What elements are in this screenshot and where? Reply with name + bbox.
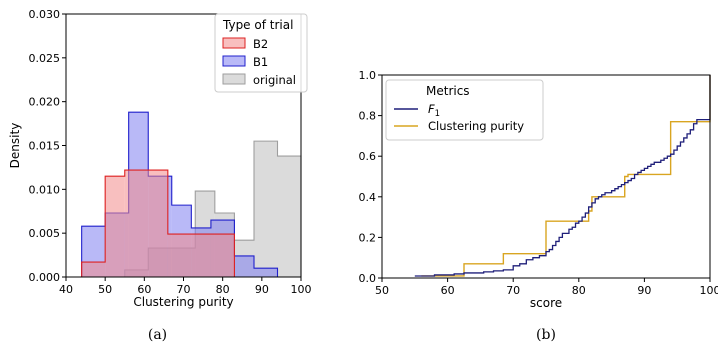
x-tick-label: 100 — [700, 284, 718, 297]
y-tick-label: 1.0 — [359, 69, 377, 82]
x-tick-label: 80 — [216, 283, 230, 296]
x-tick-label: 70 — [177, 283, 191, 296]
histogram-x-ticks: 40 50 60 70 80 90 100 — [59, 277, 312, 296]
x-tick-label: 90 — [255, 283, 269, 296]
ecdf-legend-title: Metrics — [426, 84, 470, 98]
ecdf-line-clustering-purity — [421, 75, 711, 277]
hist-bar-original — [277, 156, 301, 277]
histogram-legend-box — [214, 13, 308, 93]
x-tick-label: 50 — [375, 284, 389, 297]
ecdf-line-f1 — [414, 75, 711, 277]
legend-swatch-original — [222, 73, 246, 85]
legend-label-clustering-purity: Clustering purity — [428, 119, 524, 133]
legend-swatch-b2 — [222, 37, 246, 49]
ecdf-lines — [414, 75, 711, 277]
y-tick-label: 0.025 — [29, 52, 61, 65]
histogram-legend-title: Type of trial — [222, 18, 293, 32]
caption-a: (a) — [148, 327, 167, 343]
x-tick-label: 50 — [98, 283, 112, 296]
hist-bar-original — [254, 141, 278, 277]
legend-swatch-b1 — [222, 55, 246, 67]
x-tick-label: 60 — [137, 283, 151, 296]
x-tick-label: 60 — [441, 284, 455, 297]
legend-label-b1: B1 — [253, 55, 268, 69]
ecdf-axes-frame — [381, 74, 711, 279]
ecdf-y-ticks: 0.0 0.2 0.4 0.6 0.8 1.0 — [359, 69, 382, 285]
y-tick-label: 0.4 — [359, 191, 377, 204]
x-tick-label: 80 — [572, 284, 586, 297]
hist-bar-b2 — [167, 234, 192, 277]
ecdf-legend-box — [385, 79, 544, 141]
y-tick-label: 0.000 — [29, 271, 61, 284]
y-tick-label: 0.005 — [29, 227, 61, 240]
hist-bar-b1 — [234, 255, 254, 277]
y-tick-label: 0.2 — [359, 231, 377, 244]
hist-bar-b2 — [105, 176, 125, 277]
histogram-legend-items: B2 B1 original — [222, 37, 296, 87]
hist-bar-b2 — [81, 262, 106, 277]
y-tick-label: 0.0 — [359, 272, 377, 285]
y-tick-label: 0.010 — [29, 183, 61, 196]
hist-bar-b2 — [148, 170, 168, 277]
histogram-x-axis-label: Clustering purity — [133, 295, 233, 309]
histogram-y-ticks: 0.000 0.005 0.010 0.015 0.020 0.025 0.030 — [29, 8, 66, 284]
legend-label-b2: B2 — [253, 37, 268, 51]
y-tick-label: 0.8 — [359, 110, 377, 123]
hist-series-b2 — [81, 169, 235, 277]
y-tick-label: 0.020 — [29, 96, 61, 109]
ecdf-x-axis-label: score — [530, 296, 562, 310]
legend-label-subscript: 1 — [435, 109, 440, 119]
histogram-bars — [81, 111, 302, 277]
x-tick-label: 70 — [506, 284, 520, 297]
x-tick-label: 40 — [59, 283, 73, 296]
histogram-y-axis-label: Density — [8, 123, 22, 169]
y-tick-label: 0.6 — [359, 150, 377, 163]
hist-bar-b2 — [124, 170, 149, 277]
ecdf-panel: 50 60 70 80 90 100 0.0 0.2 0.4 0.6 0.8 1.0 score M… — [359, 69, 718, 343]
hist-bar-b1 — [254, 268, 278, 277]
hist-bar-b2 — [210, 234, 235, 277]
y-tick-label: 0.030 — [29, 8, 61, 21]
histogram-panel: 40 50 60 70 80 90 100 0.000 0.005 0.010 0.015 0.02… — [8, 8, 312, 343]
histogram-legend: Type of trial B2 B1 original — [214, 13, 308, 93]
ecdf-x-ticks: 50 60 70 80 90 100 — [375, 278, 718, 297]
legend-label-original: original — [253, 73, 296, 87]
caption-b: (b) — [536, 327, 556, 343]
hist-outline-b2 — [81, 169, 235, 277]
x-tick-label: 100 — [291, 283, 312, 296]
x-tick-label: 90 — [637, 284, 651, 297]
hist-bar-b2 — [191, 234, 211, 277]
y-tick-label: 0.015 — [29, 140, 61, 153]
